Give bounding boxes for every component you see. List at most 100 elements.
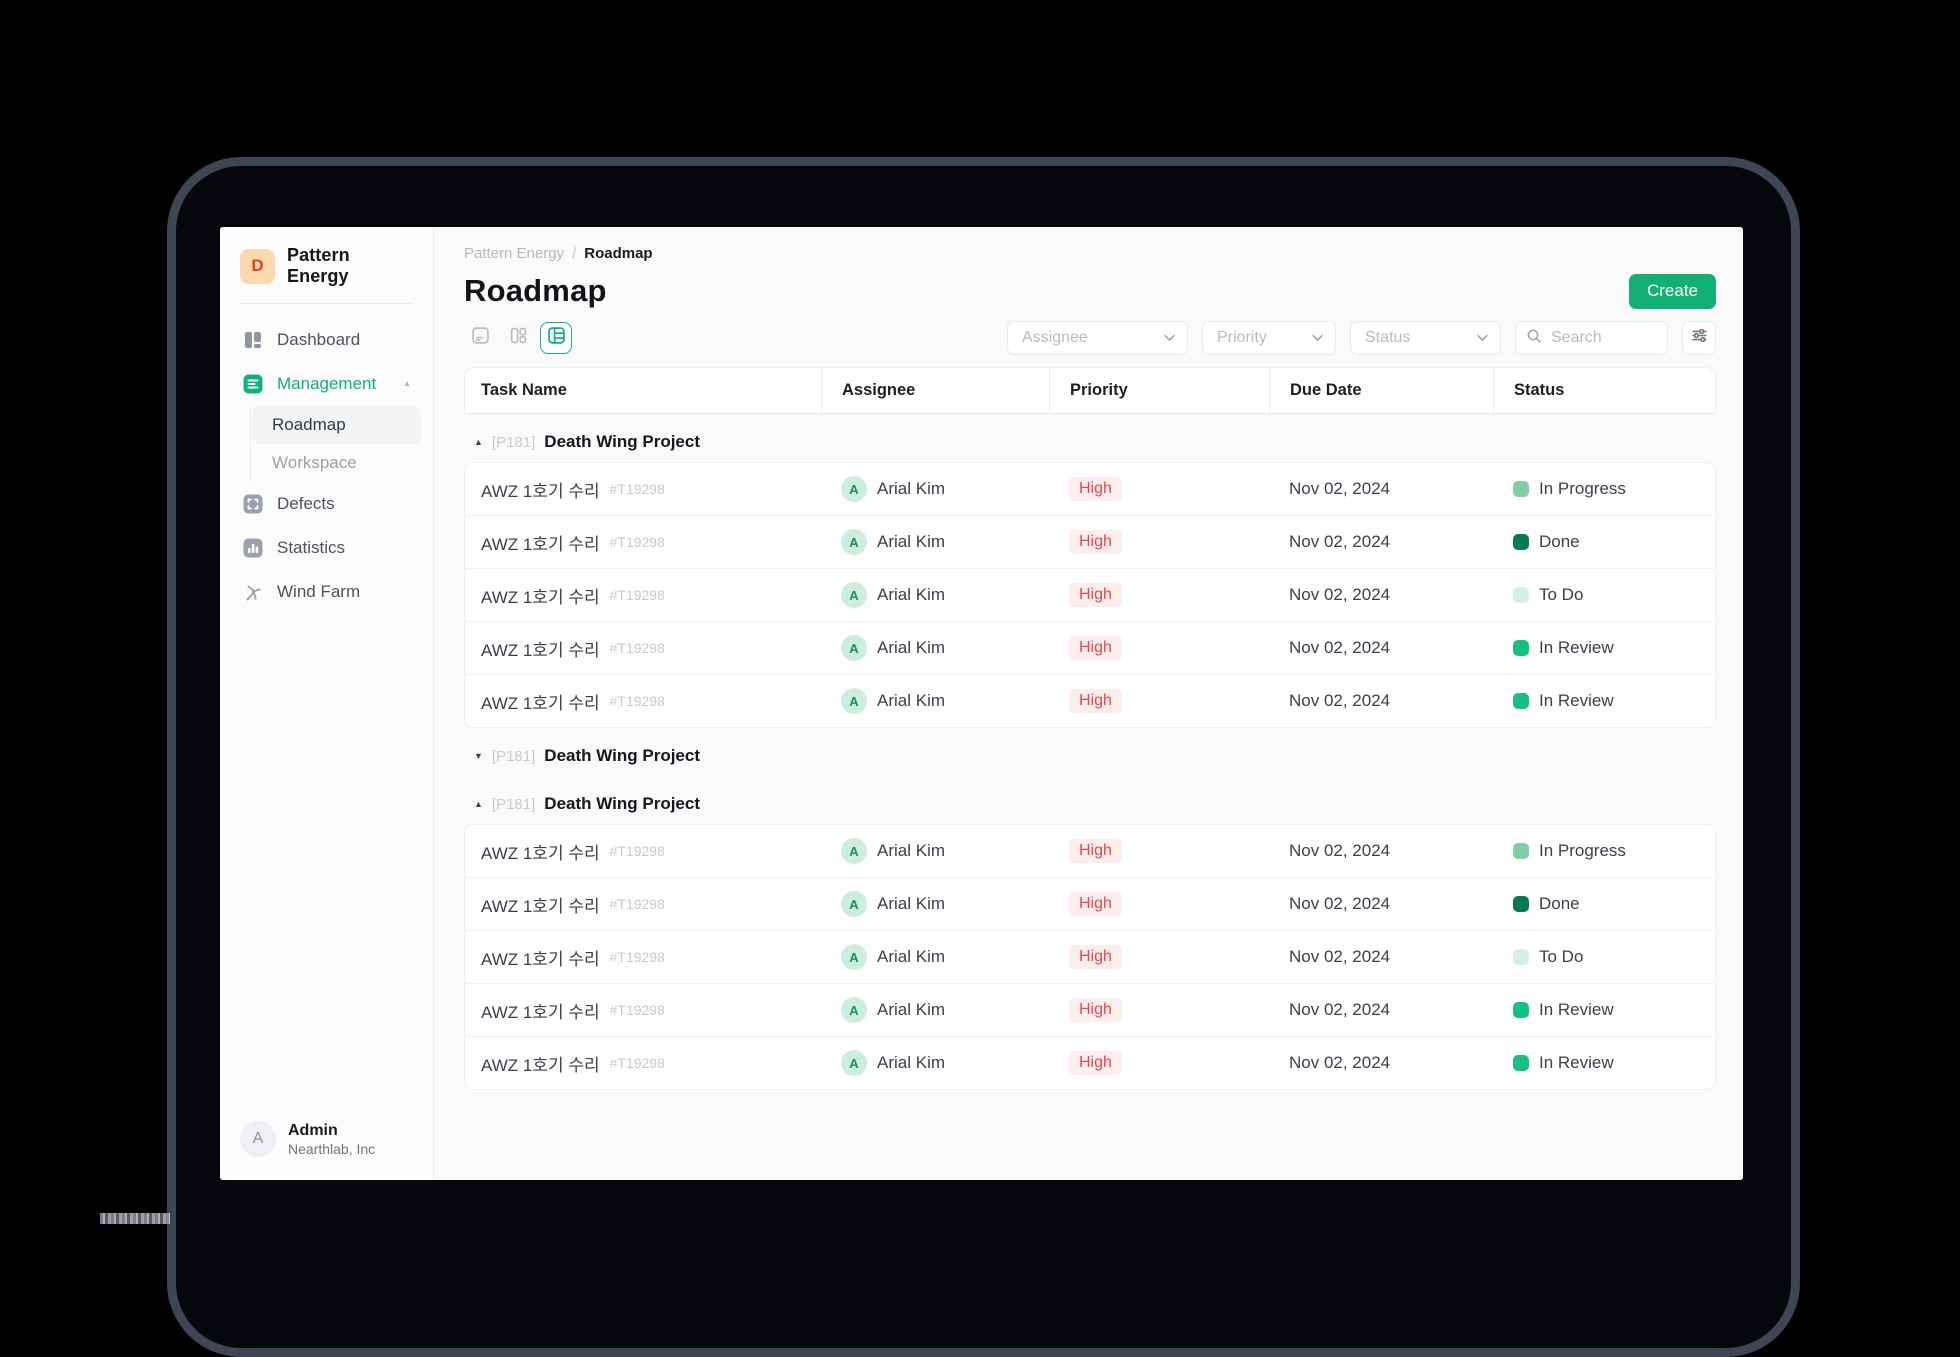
management-icon — [242, 373, 264, 395]
user-avatar: A — [240, 1121, 276, 1157]
view-kanban-toggle[interactable] — [502, 322, 534, 354]
status-label: To Do — [1539, 947, 1583, 967]
table-row[interactable]: AWZ 1호기 수리 #T19298 A Arial Kim High Nov … — [465, 877, 1715, 930]
table-row[interactable]: AWZ 1호기 수리 #T19298 A Arial Kim High Nov … — [465, 568, 1715, 621]
group-header[interactable]: ▲ [P181] Death Wing Project — [464, 422, 1716, 462]
group-rows: AWZ 1호기 수리 #T19298 A Arial Kim High Nov … — [464, 462, 1716, 728]
status-label: In Review — [1539, 638, 1614, 658]
status-label: In Review — [1539, 1000, 1614, 1020]
status-label: In Review — [1539, 691, 1614, 711]
table-row[interactable]: AWZ 1호기 수리 #T19298 A Arial Kim High Nov … — [465, 825, 1715, 877]
group-header[interactable]: ▼ [P181] Death Wing Project — [464, 736, 1716, 776]
group-header[interactable]: ▲ [P181] Death Wing Project — [464, 784, 1716, 824]
sidebar-item-defects[interactable]: Defects — [232, 482, 421, 526]
filter-settings-button[interactable] — [1682, 321, 1716, 355]
toolbar: Assignee Priority Status — [464, 321, 1716, 355]
defects-icon — [242, 493, 264, 515]
due-date: Nov 02, 2024 — [1289, 947, 1390, 967]
note-view-icon — [471, 326, 490, 350]
group-caret-icon[interactable]: ▼ — [474, 752, 483, 761]
task-id: #T19298 — [610, 843, 665, 859]
table-row[interactable]: AWZ 1호기 수리 #T19298 A Arial Kim High Nov … — [465, 983, 1715, 1036]
sidebar-item-label: Management — [277, 374, 376, 394]
priority-filter-select[interactable]: Priority — [1202, 321, 1336, 355]
breadcrumb: Pattern Energy / Roadmap — [464, 243, 1716, 263]
table-row[interactable]: AWZ 1호기 수리 #T19298 A Arial Kim High Nov … — [465, 930, 1715, 983]
sidebar-item-statistics[interactable]: Statistics — [232, 526, 421, 570]
priority-badge: High — [1069, 477, 1122, 501]
priority-badge: High — [1069, 945, 1122, 969]
group-caret-icon[interactable]: ▲ — [474, 438, 483, 447]
table-row[interactable]: AWZ 1호기 수리 #T19298 A Arial Kim High Nov … — [465, 674, 1715, 727]
table-row[interactable]: AWZ 1호기 수리 #T19298 A Arial Kim High Nov … — [465, 1036, 1715, 1089]
search-field — [1515, 321, 1668, 355]
assignee-name: Arial Kim — [877, 894, 945, 914]
assignee-avatar: A — [841, 688, 867, 714]
priority-badge: High — [1069, 636, 1122, 660]
sidebar-item-dashboard[interactable]: Dashboard — [232, 318, 421, 362]
status-label: In Review — [1539, 1053, 1614, 1073]
assignee-name: Arial Kim — [877, 841, 945, 861]
assignee-name: Arial Kim — [877, 479, 945, 499]
status-color-square — [1513, 534, 1529, 550]
status-label: Done — [1539, 532, 1580, 552]
status-filter-select[interactable]: Status — [1350, 321, 1501, 355]
chevron-up-icon: ▲ — [403, 380, 411, 388]
assignee-avatar: A — [841, 997, 867, 1023]
breadcrumb-separator: / — [572, 245, 576, 262]
sliders-icon — [1691, 327, 1708, 349]
assignee-name: Arial Kim — [877, 585, 945, 605]
assignee-avatar: A — [841, 529, 867, 555]
column-header-status: Status — [1493, 368, 1715, 413]
group-caret-icon[interactable]: ▲ — [474, 800, 483, 809]
assignee-avatar: A — [841, 891, 867, 917]
task-name: AWZ 1호기 수리 — [481, 839, 600, 864]
task-id: #T19298 — [610, 587, 665, 603]
table-row[interactable]: AWZ 1호기 수리 #T19298 A Arial Kim High Nov … — [465, 621, 1715, 674]
column-header-task-name: Task Name — [465, 368, 821, 413]
search-input[interactable] — [1549, 328, 1657, 348]
sidebar-item-wind-farm[interactable]: Wind Farm — [232, 570, 421, 614]
priority-badge: High — [1069, 689, 1122, 713]
task-id: #T19298 — [610, 640, 665, 656]
due-date: Nov 02, 2024 — [1289, 638, 1390, 658]
sidebar-item-workspace[interactable]: Workspace — [252, 444, 421, 482]
table-row[interactable]: AWZ 1호기 수리 #T19298 A Arial Kim High Nov … — [465, 515, 1715, 568]
device-mockup: D Pattern Energy Dashboard Management ▲ — [0, 0, 1960, 1224]
brand-name: Pattern Energy — [287, 245, 415, 287]
view-note-toggle[interactable] — [464, 322, 496, 354]
sidebar-item-management[interactable]: Management ▲ — [232, 362, 421, 406]
dashboard-icon — [242, 329, 264, 351]
status-color-square — [1513, 693, 1529, 709]
main-content: Pattern Energy / Roadmap Roadmap Create — [434, 227, 1743, 1180]
user-profile[interactable]: A Admin Nearthlab, Inc — [220, 1107, 433, 1181]
task-name: AWZ 1호기 수리 — [481, 998, 600, 1023]
sidebar-item-roadmap[interactable]: Roadmap — [252, 406, 421, 444]
status-color-square — [1513, 640, 1529, 656]
assignee-name: Arial Kim — [877, 638, 945, 658]
table-row[interactable]: AWZ 1호기 수리 #T19298 A Arial Kim High Nov … — [465, 463, 1715, 515]
task-name: AWZ 1호기 수리 — [481, 689, 600, 714]
task-id: #T19298 — [610, 693, 665, 709]
group-rows: AWZ 1호기 수리 #T19298 A Arial Kim High Nov … — [464, 824, 1716, 1090]
breadcrumb-root[interactable]: Pattern Energy — [464, 245, 564, 262]
brand-logo: D — [240, 249, 275, 284]
roadmap-table: Task Name Assignee Priority Due Date Sta… — [464, 367, 1716, 1090]
assignee-avatar: A — [841, 582, 867, 608]
brand[interactable]: D Pattern Energy — [220, 227, 433, 303]
user-organization: Nearthlab, Inc — [288, 1141, 375, 1159]
assignee-filter-select[interactable]: Assignee — [1007, 321, 1188, 355]
kanban-view-icon — [509, 326, 528, 350]
task-id: #T19298 — [610, 1002, 665, 1018]
status-label: Done — [1539, 894, 1580, 914]
column-header-due-date: Due Date — [1269, 368, 1493, 413]
due-date: Nov 02, 2024 — [1289, 894, 1390, 914]
create-button[interactable]: Create — [1629, 274, 1716, 309]
task-group: ▲ [P181] Death Wing Project AWZ 1호기 수리 #… — [464, 422, 1716, 728]
management-submenu: Roadmap Workspace — [250, 406, 421, 482]
assignee-name: Arial Kim — [877, 1053, 945, 1073]
view-toggle-group — [464, 322, 572, 354]
view-table-toggle[interactable] — [540, 322, 572, 354]
task-id: #T19298 — [610, 896, 665, 912]
group-title: Death Wing Project — [544, 794, 700, 814]
